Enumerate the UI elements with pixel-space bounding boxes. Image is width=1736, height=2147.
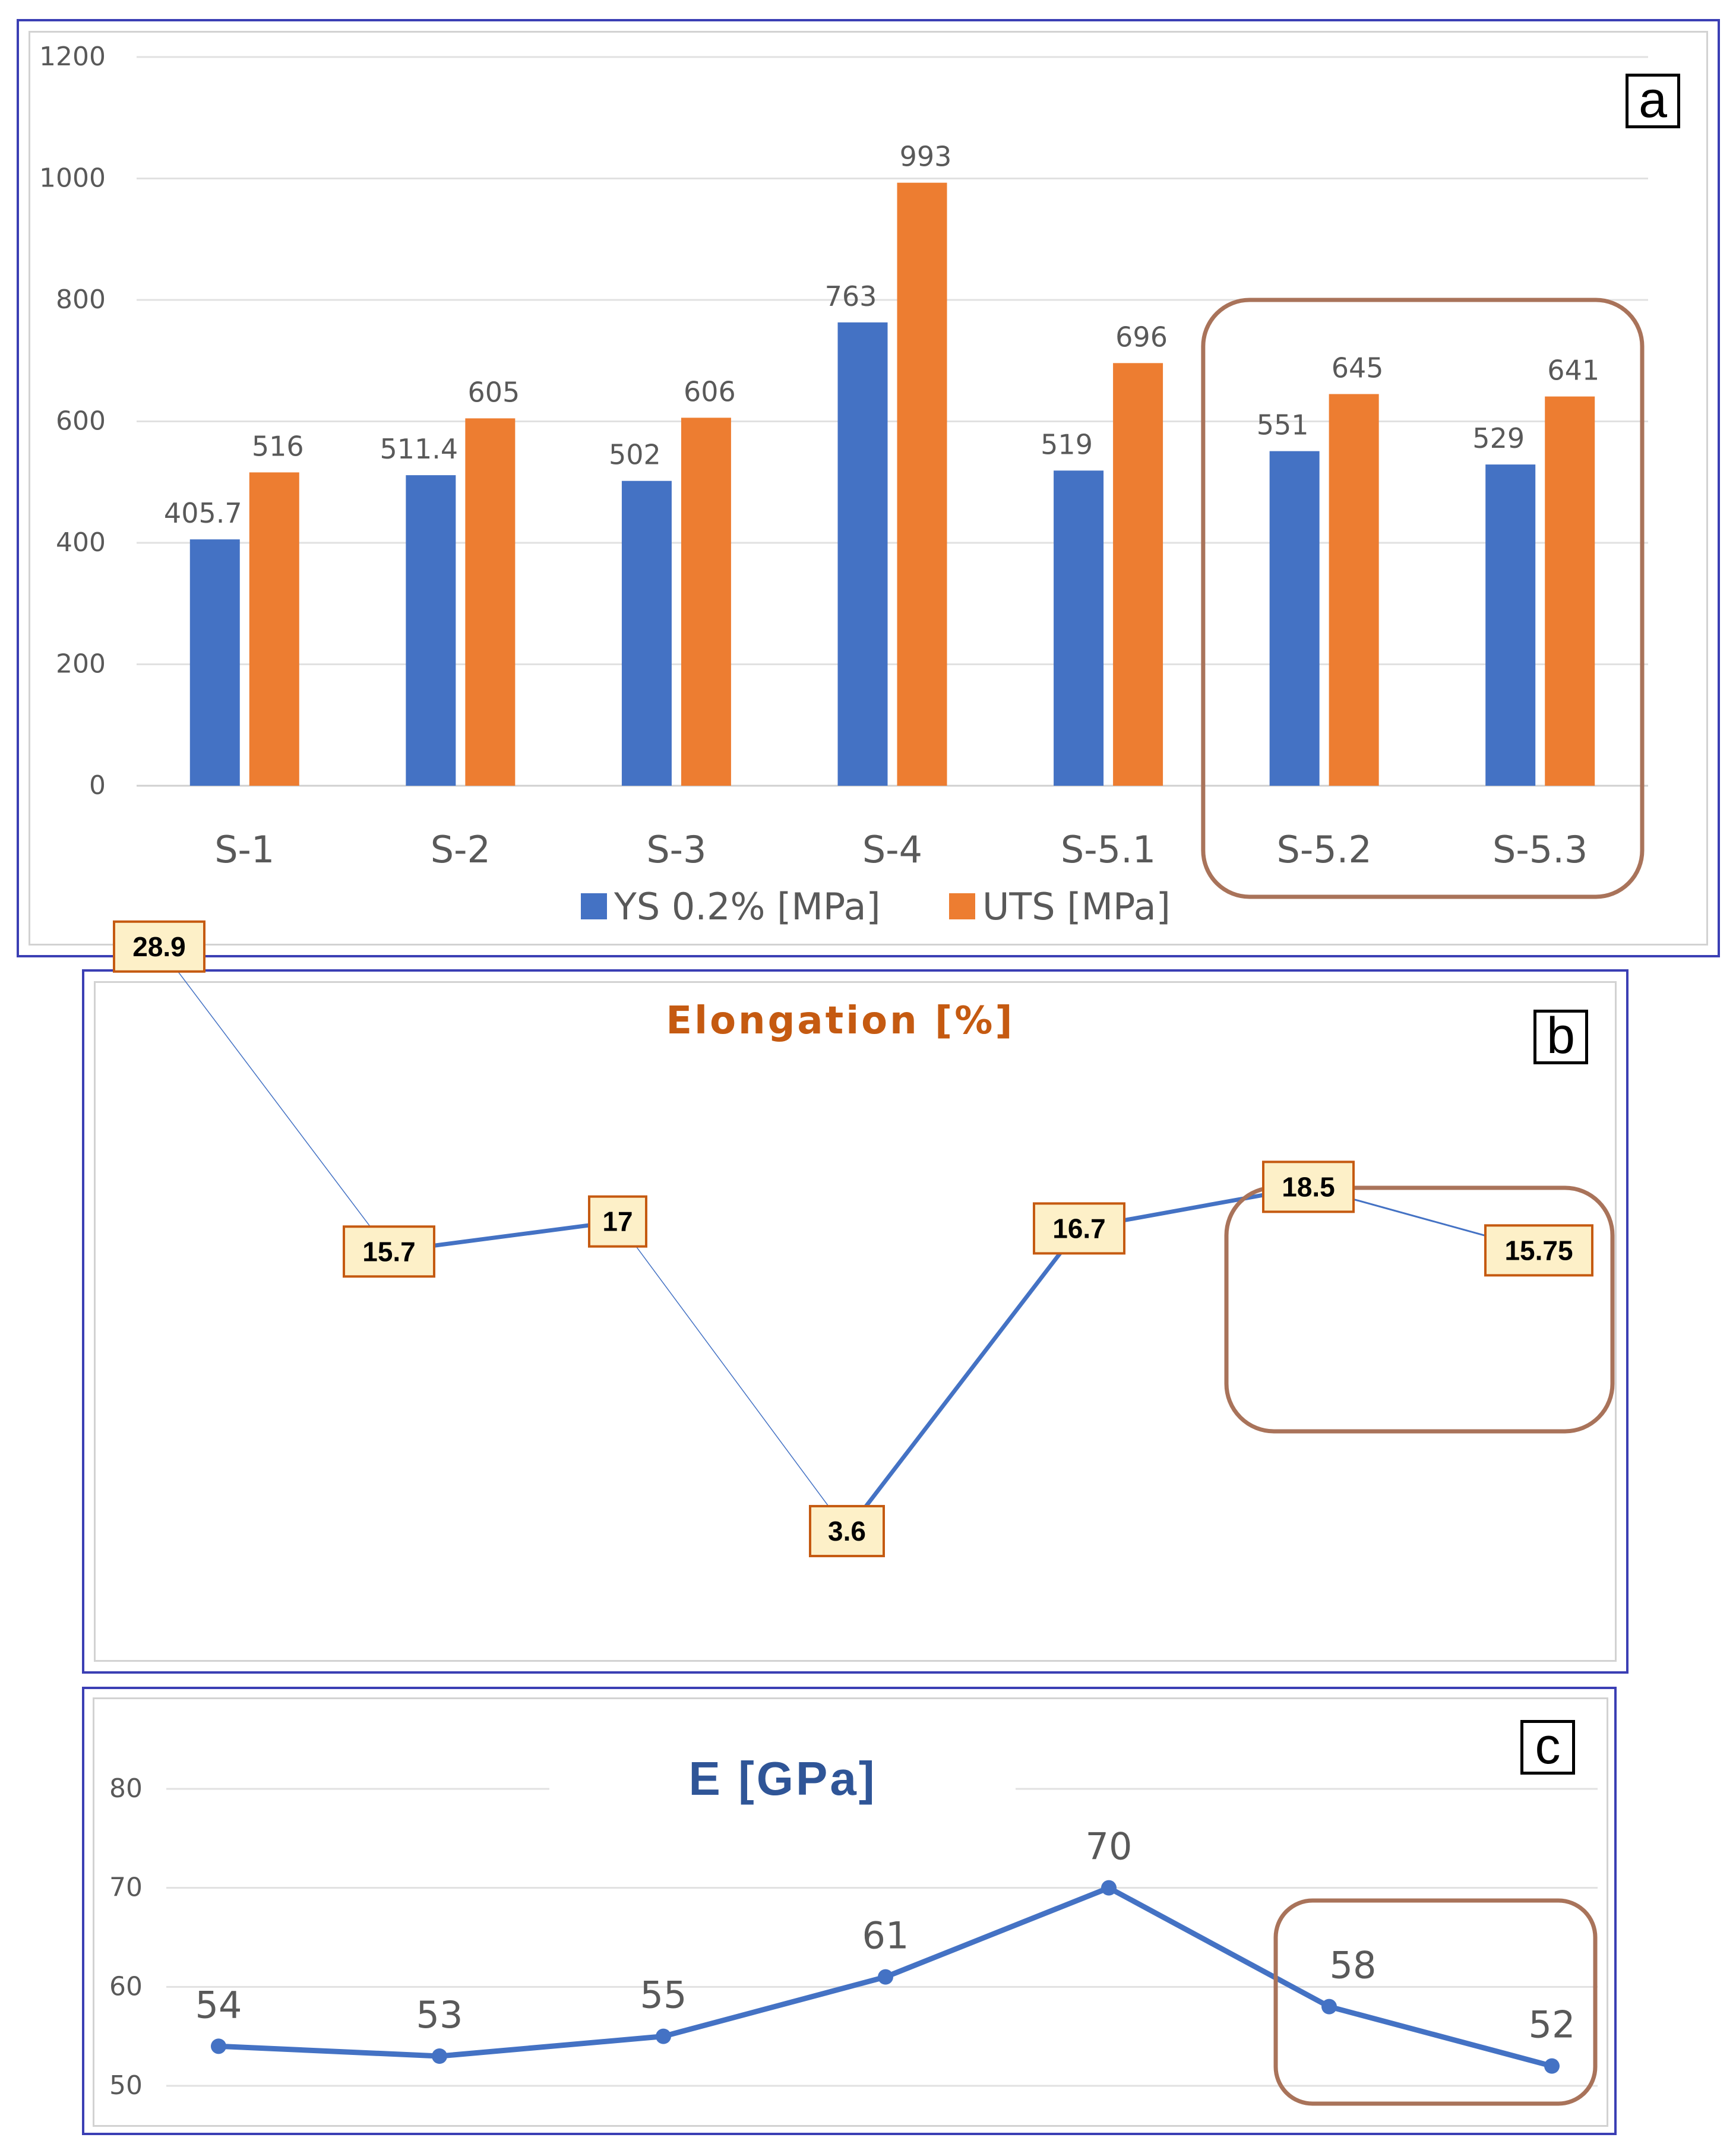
ys-bar [1485, 464, 1536, 786]
uts-bar [1113, 363, 1163, 786]
y-tick-label: 60 [109, 1971, 143, 2001]
data-label-box [588, 1195, 647, 1248]
uts-bar [1545, 396, 1595, 786]
data-label-box [809, 1504, 885, 1557]
data-point [1101, 1880, 1117, 1896]
panel-c-letter: c [1520, 1720, 1575, 1775]
x-tick-label: S-5.2 [1276, 828, 1371, 871]
data-point [432, 2048, 447, 2064]
data-label: 58 [1330, 1944, 1377, 1987]
x-tick-label: S-4 [862, 828, 922, 871]
y-tick-label: 800 [56, 284, 106, 315]
highlight-box [1201, 298, 1645, 899]
y-tick-label: 1200 [39, 42, 106, 72]
panel-a-chart: 0 200 400 600 800 1000 1200 405.7 516 S-1 511.4 605… [39, 42, 1648, 928]
data-label: 28.9 [132, 931, 186, 962]
uts-data-label: 516 [252, 430, 304, 462]
data-label: 52 [1529, 2003, 1576, 2047]
data-label-box [1033, 1202, 1125, 1255]
chart-title: E [GPa] [689, 1752, 877, 1805]
y-tick-label: 70 [109, 1873, 143, 1903]
uts-bar [249, 472, 299, 786]
ys-data-label: 763 [825, 280, 877, 312]
x-tick-label: S-5.1 [1061, 828, 1156, 871]
data-label: 15.75 [1504, 1235, 1573, 1266]
data-label: 3.6 [828, 1516, 866, 1547]
highlight-box [1273, 1898, 1598, 2106]
data-point [656, 2028, 671, 2044]
ys-bar [837, 322, 888, 786]
data-label-box [343, 1225, 435, 1278]
data-label: 61 [862, 1914, 909, 1958]
legend-label-uts: UTS [MPa] [982, 885, 1171, 928]
ys-bar [1054, 470, 1104, 786]
panel-c [82, 1687, 1617, 2135]
x-tick-label: S-5.3 [1492, 828, 1588, 871]
ys-bar [621, 480, 672, 786]
uts-bar [897, 182, 947, 786]
data-label-box [113, 920, 205, 973]
line-segment [617, 1220, 848, 1532]
y-tick-label: 50 [109, 2070, 143, 2101]
legend-swatch-uts [949, 893, 975, 919]
chart-title: Elongation [%] [666, 999, 1014, 1043]
uts-data-label: 605 [467, 376, 520, 408]
data-label: 16.7 [1052, 1213, 1106, 1244]
uts-bar [681, 418, 731, 786]
panel-a [17, 19, 1720, 957]
ys-data-label: 519 [1041, 428, 1093, 460]
data-point [878, 1969, 893, 1985]
panel-b-plot-area [94, 981, 1617, 1662]
data-label: 55 [640, 1974, 687, 2017]
panel-b-chart: Elongation [%] 28.9 15.7 17 3.6 16.7 18.5 15.75 [113, 920, 1615, 1557]
uts-data-label: 645 [1332, 352, 1384, 384]
x-tick-label: S-1 [214, 828, 274, 871]
data-point [211, 2038, 226, 2054]
uts-bar [1329, 394, 1379, 786]
uts-data-label: 696 [1115, 321, 1168, 353]
y-tick-label: 1000 [39, 163, 106, 194]
y-tick-label: 400 [56, 527, 106, 558]
legend-label-ys: YS 0.2% [MPa] [614, 885, 881, 928]
data-point [1321, 1999, 1337, 2015]
uts-data-label: 606 [684, 375, 736, 407]
ys-data-label: 511.4 [380, 433, 458, 465]
data-label: 54 [195, 1983, 242, 2026]
x-tick-label: S-3 [646, 828, 706, 871]
ys-data-label: 502 [609, 439, 661, 471]
panel-b-letter: b [1533, 1010, 1588, 1064]
uts-data-label: 993 [900, 141, 952, 173]
data-label: 53 [416, 1993, 463, 2037]
panel-c-plot-area [93, 1697, 1608, 2127]
y-tick-label: 600 [56, 406, 106, 437]
data-point [1544, 2058, 1560, 2074]
highlight-box [1224, 1185, 1615, 1434]
data-label: 17 [602, 1206, 633, 1237]
x-tick-label: S-2 [431, 828, 491, 871]
line-segment [159, 946, 390, 1253]
y-tick-label: 0 [89, 770, 106, 801]
panel-a-plot-area [29, 31, 1708, 946]
panel-a-letter: a [1626, 74, 1680, 128]
data-label: 70 [1086, 1825, 1133, 1868]
data-label-box [1262, 1161, 1355, 1213]
uts-data-label: 641 [1547, 355, 1599, 387]
ys-bar [1269, 451, 1320, 786]
ys-bar [189, 539, 240, 786]
ys-data-label: 405.7 [164, 497, 242, 529]
y-tick-label: 80 [109, 1773, 143, 1804]
legend-swatch-ys [581, 893, 607, 919]
ys-data-label: 551 [1257, 409, 1309, 441]
panel-b [82, 969, 1629, 1674]
ys-bar [406, 475, 456, 786]
ys-data-label: 529 [1472, 422, 1525, 454]
y-tick-label: 200 [56, 649, 106, 679]
uts-bar [465, 418, 516, 786]
line-segment [845, 1226, 1082, 1533]
data-label-box [1484, 1224, 1593, 1277]
data-label: 15.7 [362, 1236, 416, 1267]
data-label: 18.5 [1282, 1171, 1335, 1202]
